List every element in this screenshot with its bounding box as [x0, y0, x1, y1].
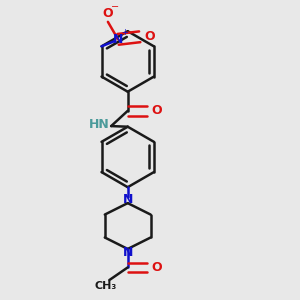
Text: O: O	[144, 30, 154, 43]
Text: HN: HN	[89, 118, 110, 131]
Text: −: −	[111, 2, 119, 12]
Text: O: O	[103, 8, 113, 20]
Text: CH₃: CH₃	[95, 281, 117, 291]
Text: N: N	[122, 246, 133, 259]
Text: +: +	[121, 28, 128, 37]
Text: N: N	[122, 194, 133, 206]
Text: O: O	[152, 104, 162, 117]
Text: O: O	[151, 261, 162, 274]
Text: N: N	[113, 33, 123, 46]
